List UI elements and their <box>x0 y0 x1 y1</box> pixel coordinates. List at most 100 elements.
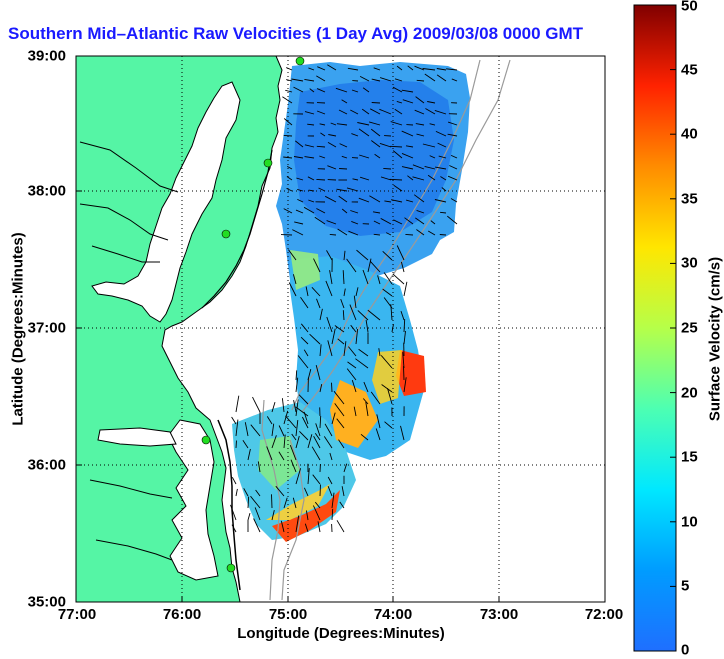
velocity-vector <box>355 358 369 369</box>
velocity-vector <box>295 377 299 393</box>
velocity-vector <box>294 221 304 225</box>
velocity-vector <box>329 452 333 461</box>
velocity-vector <box>252 396 261 413</box>
velocity-vector <box>450 154 458 159</box>
velocity-vector <box>383 272 393 285</box>
velocity-vector <box>351 133 359 137</box>
velocity-vector <box>271 423 275 437</box>
velocity-vector <box>257 461 261 473</box>
velocity-vector <box>304 111 315 115</box>
colorbar-ticks <box>670 69 676 587</box>
velocity-vector <box>305 510 309 521</box>
river <box>79 203 169 241</box>
velocity-vector <box>360 433 369 441</box>
velocity-vector <box>403 366 405 381</box>
velocity-vector <box>330 122 337 126</box>
velocity-vector <box>316 110 326 115</box>
velocity-vector <box>447 175 458 181</box>
velocity-vector <box>319 123 326 126</box>
velocity-vector <box>382 288 393 297</box>
velocity-vector <box>427 174 436 181</box>
velocity-vector <box>253 518 261 533</box>
velocity-vector <box>348 346 357 357</box>
velocity-vector <box>416 209 425 214</box>
velocity-vector <box>319 344 322 357</box>
velocity-vector <box>319 415 322 429</box>
velocity-vector <box>369 195 381 203</box>
velocity-vector <box>290 459 297 473</box>
velocity-vector <box>313 258 321 273</box>
velocity-vector <box>379 142 392 148</box>
velocity-vector <box>235 395 240 413</box>
velocity-vector <box>329 270 333 285</box>
velocity-vector <box>231 476 237 485</box>
velocity-vector <box>412 164 425 170</box>
velocity-vector <box>319 308 323 321</box>
velocity-vector <box>370 391 381 405</box>
velocity-vector <box>341 99 348 104</box>
velocity-vector <box>393 219 403 225</box>
velocity-vector <box>337 338 345 345</box>
velocity-vector <box>358 348 369 357</box>
velocity-vector <box>298 394 309 405</box>
velocity-vector <box>359 76 370 82</box>
velocity-vector <box>254 507 261 521</box>
velocity-vector <box>427 101 436 104</box>
velocity-vector <box>297 355 309 369</box>
velocity-hotspot-middle <box>330 380 378 448</box>
x-tick-label: 76:00 <box>162 606 202 623</box>
velocity-vector <box>367 309 381 321</box>
velocity-vector <box>314 433 321 441</box>
velocity-vector <box>415 217 425 225</box>
velocity-vector <box>380 355 393 369</box>
velocity-vector <box>424 165 436 170</box>
velocity-vector <box>307 434 313 449</box>
velocity-vector <box>342 270 345 285</box>
colorbar-tick-label: 20 <box>681 384 698 402</box>
velocity-vector <box>339 143 348 148</box>
velocity-vector <box>235 440 237 449</box>
map-title: Southern Mid–Atlantic Raw Velocities (1 … <box>8 24 584 43</box>
velocity-vector <box>336 188 348 192</box>
velocity-vector <box>429 155 436 159</box>
velocity-vector <box>271 509 275 521</box>
velocity-vector <box>286 176 293 181</box>
velocity-vector <box>392 273 405 285</box>
velocity-vector <box>391 324 394 333</box>
velocity-vector <box>326 316 333 333</box>
velocity-vector <box>352 178 359 181</box>
velocity-vector <box>297 198 304 203</box>
velocity-vector <box>435 130 447 137</box>
velocity-vector <box>370 128 381 137</box>
velocity-vector <box>338 109 348 115</box>
velocity-vector <box>326 250 333 261</box>
velocity-vector <box>291 78 304 82</box>
velocity-vector <box>400 425 405 441</box>
colorbar-tick-label: 15 <box>681 448 698 466</box>
velocity-vector <box>271 435 277 449</box>
velocity-vector <box>384 421 393 429</box>
velocity-vector <box>231 416 237 425</box>
velocity-vector <box>374 153 381 159</box>
velocity-vector <box>407 175 414 181</box>
colorbar-tick-label: 25 <box>681 319 698 337</box>
velocity-vector <box>348 230 359 236</box>
isobath-line <box>301 59 511 413</box>
velocity-vector <box>357 310 369 321</box>
velocity-vector <box>437 142 447 148</box>
x-tick-label: 75:00 <box>268 606 308 623</box>
x-tick-label: 77:00 <box>57 606 97 623</box>
velocity-vectors <box>230 64 458 533</box>
velocity-vector <box>396 65 403 71</box>
velocity-vector <box>375 428 381 441</box>
velocity-vector <box>369 260 381 273</box>
velocity-vector <box>336 418 345 429</box>
velocity-vector <box>341 208 348 214</box>
velocity-vector <box>275 485 285 497</box>
velocity-vector <box>402 99 414 104</box>
velocity-vector <box>405 233 414 236</box>
velocity-vector <box>316 178 326 181</box>
velocity-vector <box>319 384 323 393</box>
velocity-vector <box>412 176 425 181</box>
